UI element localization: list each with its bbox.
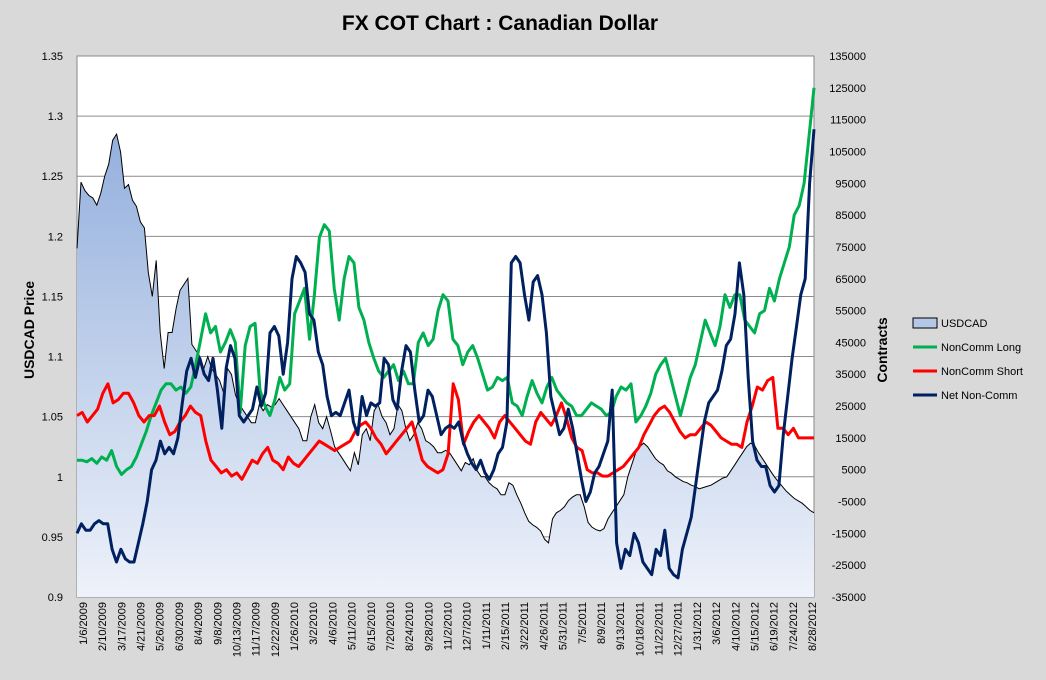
x-tick-label: 12/22/2009 [270, 602, 282, 657]
y2-tick-label: -35000 [832, 592, 866, 604]
x-tick-label: 12/7/2010 [462, 602, 474, 651]
y2-tick-label: 95000 [835, 178, 866, 190]
x-tick-label: 1/6/2009 [78, 602, 90, 645]
usdcad-area [77, 134, 814, 597]
x-tick-label: 1/31/2012 [692, 602, 704, 651]
x-tick-label: 6/30/2009 [174, 602, 186, 651]
legend-label: NonComm Short [941, 366, 1023, 378]
y2-tick-label: -15000 [832, 528, 866, 540]
y2-tick-label: 105000 [829, 146, 866, 158]
axes: 0.9 0.95 1 1.05 1.1 1.15 1.2 1.25 1.3 1.35 -35000 -… [42, 51, 866, 657]
y2-tick-label: 25000 [835, 401, 866, 413]
y2-tick-label: 85000 [835, 210, 866, 222]
usdcad-line [76, 132, 815, 544]
x-tick-label: 6/15/2010 [366, 602, 378, 651]
x-tick-label: 7/24/2012 [788, 602, 800, 651]
legend: USDCAD NonComm Long NonComm Short Net Non-C… [912, 317, 1023, 402]
chart-title: FX COT Chart : Canadian Dollar [342, 12, 658, 35]
x-tick-label: 2/15/2011 [500, 602, 512, 650]
y-tick-label: 1.1 [48, 352, 63, 364]
y2-tick-label: 35000 [835, 369, 866, 381]
x-tick-label: 12/27/2011 [673, 602, 685, 656]
x-tick-label: 3/2/2010 [308, 602, 320, 645]
y2-axis-title: Contracts [874, 317, 890, 383]
x-tick-label: 3/22/2011 [519, 602, 531, 650]
y-tick-label: 1.15 [42, 291, 63, 303]
x-tick-label: 5/15/2012 [749, 602, 761, 651]
y-axis-title: USDCAD Price [21, 281, 37, 379]
x-tick-label: 3/17/2009 [116, 602, 128, 651]
y2-tick-label: 5000 [842, 465, 866, 477]
x-tick-label: 8/9/2011 [596, 602, 608, 644]
y-tick-label: 1 [57, 472, 63, 484]
x-tick-label: 8/24/2010 [404, 602, 416, 651]
series-group [75, 87, 816, 597]
x-tick-label: 6/19/2012 [769, 602, 781, 651]
x-tick-label: 8/28/2012 [807, 602, 819, 651]
y2-tick-label: 65000 [835, 274, 866, 286]
y2-tick-label: 15000 [835, 433, 866, 445]
x-tick-label: 11/17/2009 [251, 602, 263, 656]
x-tick-label: 4/26/2011 [538, 602, 550, 650]
y2-tick-label: -5000 [838, 497, 866, 509]
y-tick-label: 0.95 [42, 532, 63, 544]
noncomm-short-line [76, 375, 814, 481]
x-tick-label: 9/13/2011 [615, 602, 627, 650]
y2-tick-label: 135000 [829, 51, 866, 63]
x-tick-label: 5/31/2011 [558, 602, 570, 650]
y2-tick-label: 125000 [829, 83, 866, 95]
x-tick-label: 7/5/2011 [577, 602, 589, 644]
x-tick-label: 10/18/2011 [634, 602, 646, 656]
y-tick-label: 1.25 [42, 171, 63, 183]
x-tick-label: 7/20/2010 [385, 602, 397, 651]
legend-swatch [912, 317, 938, 329]
x-tick-label: 5/11/2010 [347, 602, 359, 650]
x-tick-label: 8/4/2009 [193, 602, 205, 645]
x-tick-label: 4/10/2012 [730, 602, 742, 651]
x-tick-label: 9/28/2010 [423, 602, 435, 651]
y-tick-label: 1.05 [42, 412, 63, 424]
legend-label: USDCAD [941, 318, 988, 330]
x-tick-label: 10/13/2009 [231, 602, 243, 657]
x-tick-label: 1/11/2011 [481, 602, 493, 649]
x-tick-label: 4/21/2009 [136, 602, 148, 651]
legend-label: NonComm Long [941, 342, 1021, 354]
y-tick-label: 1.2 [48, 231, 63, 243]
y-tick-label: 1.3 [48, 111, 63, 123]
x-tick-label: 11/22/2011 [654, 602, 666, 655]
y-tick-label: 0.9 [48, 592, 63, 604]
x-tick-label: 1/26/2010 [289, 602, 301, 651]
x-tick-label: 11/2/2010 [443, 602, 455, 650]
y2-tick-label: 115000 [830, 115, 866, 127]
y2-tick-label: -25000 [832, 560, 866, 572]
y2-tick-label: 55000 [835, 306, 866, 318]
noncomm-long-line [77, 87, 816, 476]
y-tick-label: 1.35 [42, 51, 63, 63]
x-tick-label: 4/6/2010 [327, 602, 339, 645]
net-non-comm-line [75, 129, 816, 580]
y2-tick-label: 45000 [835, 337, 866, 349]
x-tick-label: 3/6/2012 [711, 602, 723, 645]
x-tick-label: 5/26/2009 [155, 602, 167, 651]
x-tick-label: 2/10/2009 [97, 602, 109, 651]
y2-tick-label: 75000 [835, 242, 866, 254]
x-tick-label: 9/8/2009 [212, 602, 224, 645]
legend-label: Net Non-Comm [941, 390, 1017, 402]
